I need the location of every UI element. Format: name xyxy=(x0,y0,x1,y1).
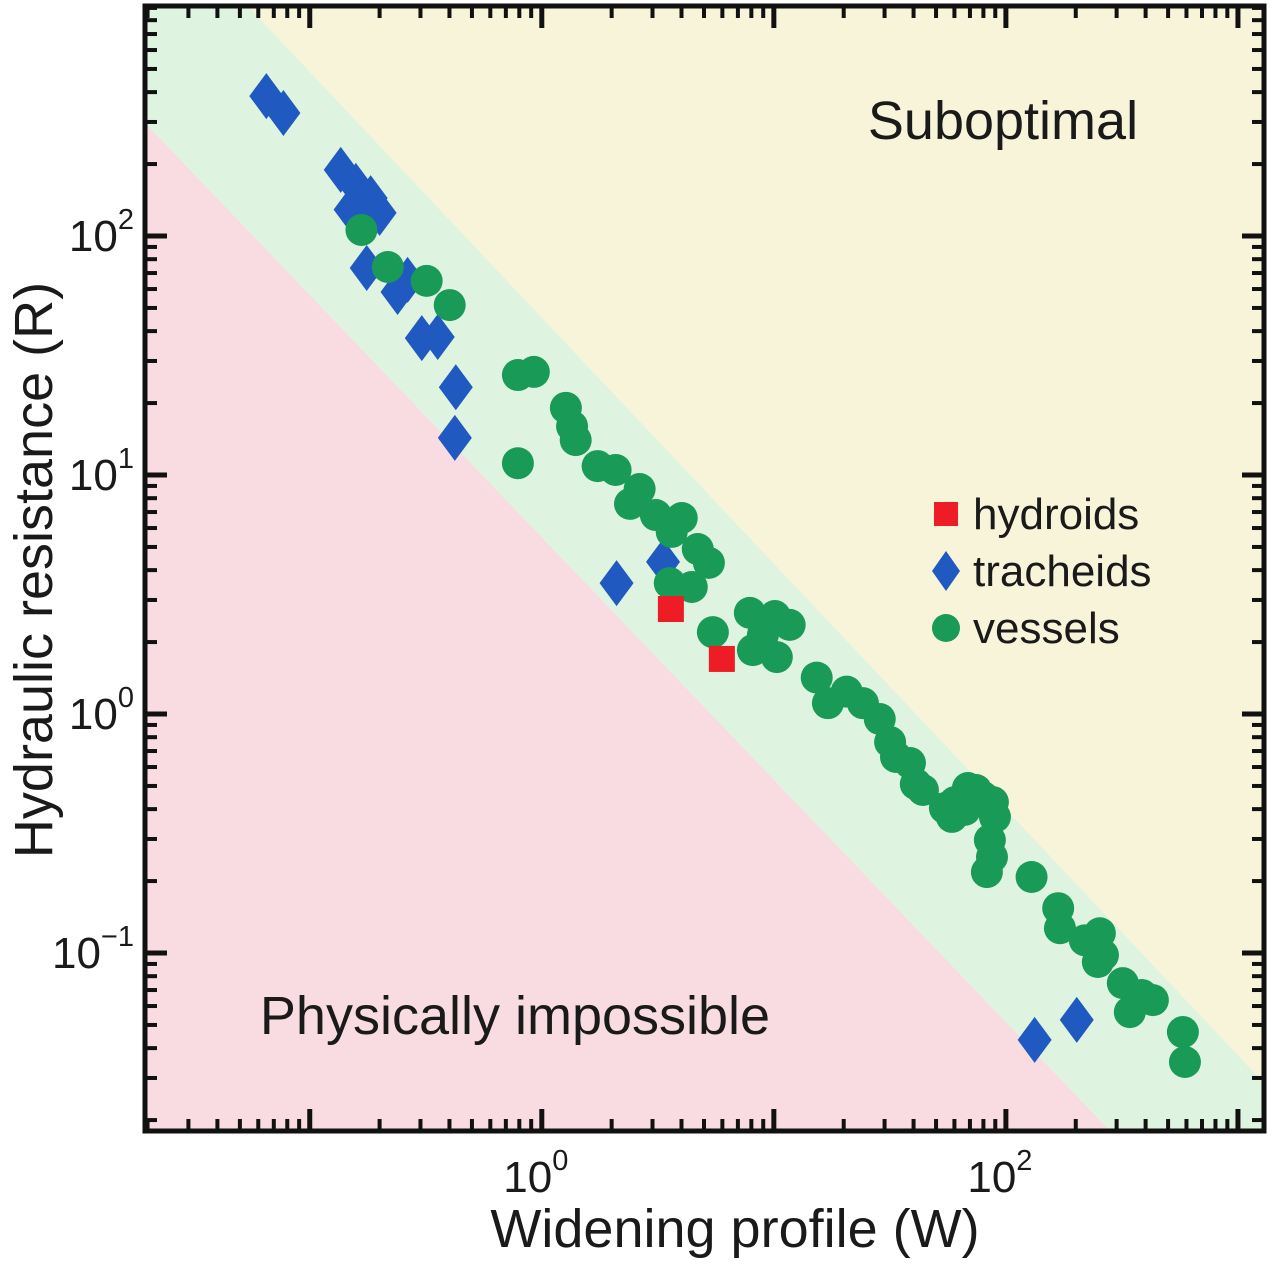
y-tick-label: 100 xyxy=(69,682,134,739)
legend-label-tracheids: tracheids xyxy=(973,547,1152,596)
legend-label-hydroids: hydroids xyxy=(973,490,1139,539)
series-vessels xyxy=(345,213,1201,1078)
series-tracheids xyxy=(249,73,1094,1063)
region-label-impossible: Physically impossible xyxy=(260,986,770,1046)
y-tick-label: 101 xyxy=(69,443,134,500)
y-tick-label: 102 xyxy=(69,204,134,261)
tick-labels: 100 102 102 101 100 10−1 xyxy=(52,204,1032,1202)
plot-frame xyxy=(142,3,1267,1134)
legend-item-hydroids: hydroids xyxy=(934,490,1139,539)
y-tick-label: 10−1 xyxy=(52,921,134,978)
legend: hydroids tracheids vessels xyxy=(932,490,1152,653)
x-axis-title: Widening profile (W) xyxy=(490,1199,979,1259)
series-hydroids xyxy=(657,596,735,672)
data-points xyxy=(249,73,1201,1078)
legend-item-vessels: vessels xyxy=(932,604,1120,653)
x-tick-label: 100 xyxy=(503,1145,568,1202)
x-tick-label: 102 xyxy=(967,1145,1032,1202)
legend-item-tracheids: tracheids xyxy=(932,547,1152,596)
legend-label-vessels: vessels xyxy=(973,604,1120,653)
y-axis-title: Hydraulic resistance (R) xyxy=(4,282,64,858)
region-impossible xyxy=(145,123,1111,1131)
region-label-suboptimal: Suboptimal xyxy=(868,91,1138,151)
